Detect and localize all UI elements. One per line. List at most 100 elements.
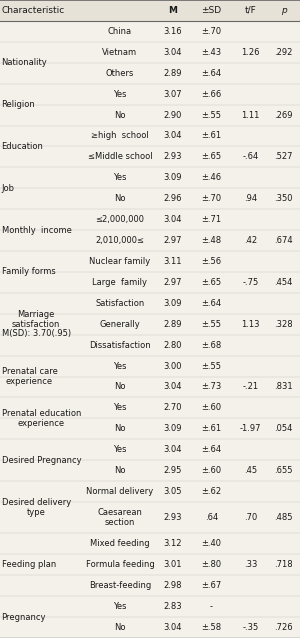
Text: ±.55: ±.55	[202, 320, 221, 329]
Text: -.35: -.35	[242, 623, 259, 632]
Text: -.64: -.64	[242, 152, 259, 161]
Text: ±.64: ±.64	[201, 445, 222, 454]
Text: 2.90: 2.90	[163, 110, 182, 119]
Text: ±.66: ±.66	[201, 89, 222, 99]
Text: No: No	[114, 110, 126, 119]
Text: .485: .485	[274, 513, 293, 523]
Text: 3.04: 3.04	[163, 383, 182, 392]
Text: -.75: -.75	[242, 278, 259, 287]
Text: .726: .726	[274, 623, 293, 632]
Text: -1.97: -1.97	[240, 424, 261, 433]
Text: ±.68: ±.68	[201, 341, 222, 350]
Text: -.21: -.21	[242, 383, 259, 392]
Text: 1.11: 1.11	[241, 110, 260, 119]
Text: Normal delivery: Normal delivery	[86, 487, 154, 496]
Text: 3.04: 3.04	[163, 445, 182, 454]
Text: Monthly  income: Monthly income	[2, 226, 71, 235]
Text: .054: .054	[274, 424, 293, 433]
Text: Yes: Yes	[113, 403, 127, 412]
Text: ≥high  school: ≥high school	[91, 131, 149, 140]
Text: p: p	[280, 6, 286, 15]
Text: .70: .70	[244, 513, 257, 523]
Text: 3.04: 3.04	[163, 48, 182, 57]
Text: 2.98: 2.98	[163, 581, 182, 590]
Text: 2.70: 2.70	[163, 403, 182, 412]
Text: China: China	[108, 27, 132, 36]
Bar	[0, 0, 300, 21]
Text: 3.07: 3.07	[163, 89, 182, 99]
Text: 3.09: 3.09	[163, 174, 182, 182]
Text: ±.58: ±.58	[201, 623, 222, 632]
Text: 2.96: 2.96	[163, 194, 182, 204]
Text: 2,010,000≤: 2,010,000≤	[95, 236, 145, 245]
Text: .527: .527	[274, 152, 293, 161]
Text: ±.60: ±.60	[201, 403, 222, 412]
Text: ±.80: ±.80	[201, 560, 222, 569]
Text: Pregnancy: Pregnancy	[2, 612, 46, 621]
Text: ±.62: ±.62	[201, 487, 222, 496]
Text: ±.56: ±.56	[201, 257, 222, 266]
Text: ≤2,000,000: ≤2,000,000	[95, 215, 145, 224]
Text: Family forms: Family forms	[2, 267, 55, 276]
Text: No: No	[114, 194, 126, 204]
Text: ±.40: ±.40	[202, 539, 221, 549]
Text: 2.95: 2.95	[163, 466, 182, 475]
Text: Satisfaction: Satisfaction	[95, 299, 145, 308]
Text: Nuclear family: Nuclear family	[89, 257, 151, 266]
Text: Caesarean
section: Caesarean section	[98, 508, 142, 528]
Text: Job: Job	[2, 184, 14, 193]
Text: 3.12: 3.12	[163, 539, 182, 549]
Text: .42: .42	[244, 236, 257, 245]
Text: Formula feeding: Formula feeding	[85, 560, 154, 569]
Text: ±.73: ±.73	[201, 383, 222, 392]
Text: ±.61: ±.61	[201, 424, 222, 433]
Text: ±.55: ±.55	[202, 110, 221, 119]
Text: t/F: t/F	[244, 6, 256, 15]
Text: Generally: Generally	[100, 320, 140, 329]
Text: Yes: Yes	[113, 174, 127, 182]
Text: Desired delivery
type: Desired delivery type	[2, 498, 71, 517]
Text: Yes: Yes	[113, 362, 127, 371]
Text: ±.71: ±.71	[201, 215, 222, 224]
Text: .64: .64	[205, 513, 218, 523]
Text: ±.43: ±.43	[201, 48, 222, 57]
Text: M: M	[168, 6, 177, 15]
Text: .94: .94	[244, 194, 257, 204]
Text: 3.04: 3.04	[163, 215, 182, 224]
Text: 2.89: 2.89	[163, 320, 182, 329]
Text: .655: .655	[274, 466, 293, 475]
Text: ±.55: ±.55	[202, 362, 221, 371]
Text: No: No	[114, 466, 126, 475]
Text: .45: .45	[244, 466, 257, 475]
Text: Desired Pregnancy: Desired Pregnancy	[2, 456, 81, 464]
Text: Large  family: Large family	[92, 278, 148, 287]
Text: 2.89: 2.89	[163, 69, 182, 78]
Text: Education: Education	[2, 142, 43, 151]
Text: .33: .33	[244, 560, 257, 569]
Text: 2.83: 2.83	[163, 602, 182, 611]
Text: ±SD: ±SD	[201, 6, 222, 15]
Text: .831: .831	[274, 383, 293, 392]
Text: Yes: Yes	[113, 602, 127, 611]
Text: Mixed feeding: Mixed feeding	[90, 539, 150, 549]
Text: Yes: Yes	[113, 445, 127, 454]
Text: 3.00: 3.00	[163, 362, 182, 371]
Text: ±.67: ±.67	[201, 581, 222, 590]
Text: ±.61: ±.61	[201, 131, 222, 140]
Text: 2.93: 2.93	[163, 513, 182, 523]
Text: Breast-feeding: Breast-feeding	[89, 581, 151, 590]
Text: ±.46: ±.46	[201, 174, 222, 182]
Text: 3.05: 3.05	[163, 487, 182, 496]
Text: 2.97: 2.97	[163, 236, 182, 245]
Text: .454: .454	[274, 278, 293, 287]
Text: ±.64: ±.64	[201, 69, 222, 78]
Text: 2.80: 2.80	[163, 341, 182, 350]
Text: No: No	[114, 424, 126, 433]
Text: Feeding plan: Feeding plan	[2, 560, 56, 569]
Text: Yes: Yes	[113, 89, 127, 99]
Text: No: No	[114, 623, 126, 632]
Text: 3.04: 3.04	[163, 131, 182, 140]
Text: ±.65: ±.65	[201, 278, 222, 287]
Text: 3.01: 3.01	[163, 560, 182, 569]
Text: ±.48: ±.48	[201, 236, 222, 245]
